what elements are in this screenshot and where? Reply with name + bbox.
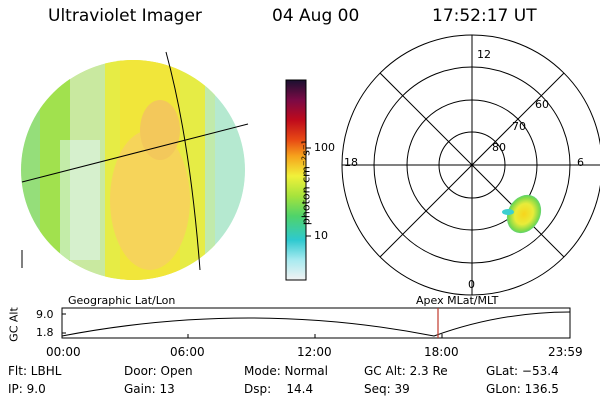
status-glon: GLon: 136.5 xyxy=(486,382,559,396)
auroral-image xyxy=(21,60,245,280)
status-door: Door: Open xyxy=(124,364,193,378)
status-glat: GLat: −53.4 xyxy=(486,364,559,378)
mlt-label-12: 12 xyxy=(477,48,491,61)
status-ip: IP: 9.0 xyxy=(8,382,46,396)
x-tick-1800: 18:00 xyxy=(424,345,459,359)
y-tick-1-8: 1.8 xyxy=(36,326,54,339)
status-gain: Gain: 13 xyxy=(124,382,175,396)
lat-label-70: 70 xyxy=(512,120,526,133)
altitude-curve xyxy=(61,311,571,337)
colorbar xyxy=(285,79,307,281)
colorbar-label: photon cm⁻²s⁻¹ xyxy=(299,139,313,226)
instrument-title: Ultraviolet Imager xyxy=(48,6,202,26)
mlt-label-6: 6 xyxy=(577,156,584,169)
mlt-label-18: 18 xyxy=(344,156,358,169)
apex-caption: Apex MLat/MLT xyxy=(416,294,499,307)
colorbar-tick-100: 100 xyxy=(314,141,335,154)
status-seq: Seq: 39 xyxy=(364,382,410,396)
x-tick-0000: 00:00 xyxy=(46,345,81,359)
date-label: 04 Aug 00 xyxy=(272,6,360,26)
polar-aurora-blob xyxy=(502,194,542,234)
gc-alt-axis-label: GC Alt xyxy=(7,307,21,342)
x-tick-0600: 06:00 xyxy=(170,345,205,359)
colorbar-tick-10: 10 xyxy=(314,229,328,242)
x-tick-1200: 12:00 xyxy=(297,345,332,359)
lat-label-60: 60 xyxy=(535,98,549,111)
lon-line xyxy=(165,51,201,271)
geographic-caption: Geographic Lat/Lon xyxy=(68,294,176,307)
status-mode: Mode: Normal xyxy=(244,364,328,378)
time-label: 17:52:17 UT xyxy=(432,6,537,26)
status-dsp: Dsp: 14.4 xyxy=(244,382,314,396)
polar-plot xyxy=(341,34,600,296)
status-gc-alt: GC Alt: 2.3 Re xyxy=(364,364,448,378)
lat-label-80: 80 xyxy=(492,141,506,154)
y-tick-9: 9.0 xyxy=(36,308,54,321)
lat-line xyxy=(21,123,249,183)
x-tick-2359: 23:59 xyxy=(548,345,583,359)
status-filter: Flt: LBHL xyxy=(8,364,62,378)
mlt-label-0: 0 xyxy=(468,278,475,291)
timeline-frame xyxy=(61,307,571,339)
